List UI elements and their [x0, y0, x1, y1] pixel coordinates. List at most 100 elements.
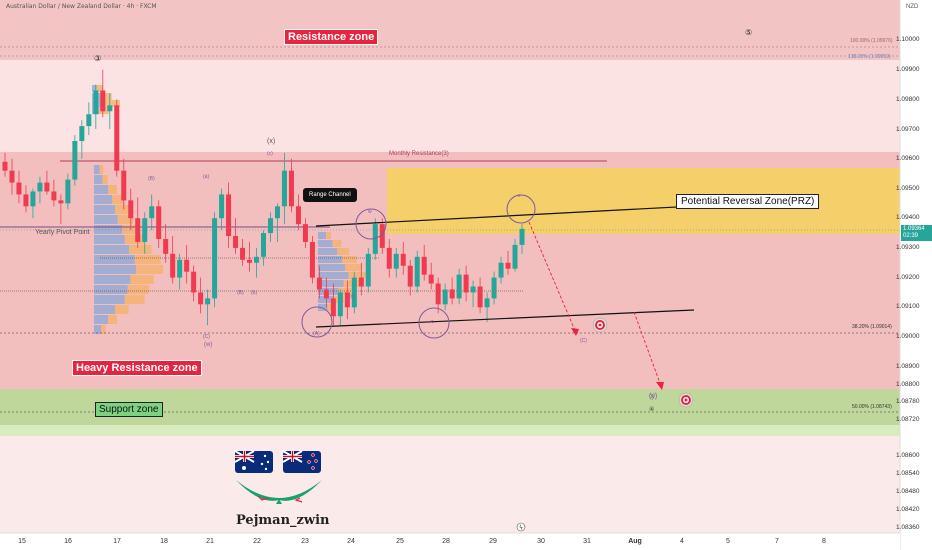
support-zone-lower-band: [0, 425, 900, 436]
candle-body[interactable]: [86, 114, 92, 127]
candle-body[interactable]: [177, 259, 183, 278]
candle-body[interactable]: [428, 274, 434, 284]
candle-body[interactable]: [135, 218, 141, 242]
candle-body[interactable]: [72, 140, 78, 180]
candle-body[interactable]: [149, 206, 155, 219]
candle-body[interactable]: [58, 200, 64, 204]
candle-body[interactable]: [107, 105, 113, 112]
current-price-tag[interactable]: 1.09364 02:39: [901, 225, 932, 241]
candle-body[interactable]: [100, 90, 106, 112]
candle-body[interactable]: [281, 170, 287, 207]
candle-body[interactable]: [400, 253, 406, 266]
time-axis-background[interactable]: [0, 533, 900, 550]
candle-body[interactable]: [365, 253, 371, 287]
candle-body[interactable]: [498, 262, 504, 278]
y-tick-label: 1.09900: [896, 66, 920, 73]
candle-body[interactable]: [491, 277, 497, 299]
candle-body[interactable]: [9, 170, 15, 183]
candle-body[interactable]: [449, 289, 455, 299]
candle-body[interactable]: [407, 265, 413, 287]
candle-body[interactable]: [205, 298, 211, 305]
candle-body[interactable]: [456, 274, 462, 299]
candle-body[interactable]: [351, 277, 357, 308]
candle-body[interactable]: [435, 283, 441, 305]
candle-body[interactable]: [414, 256, 420, 287]
candle-body[interactable]: [261, 233, 266, 257]
candle-body[interactable]: [512, 244, 518, 269]
candle-body[interactable]: [519, 228, 525, 245]
candle-body[interactable]: [142, 218, 148, 242]
candle-body[interactable]: [114, 105, 120, 171]
candle-body[interactable]: [316, 277, 322, 290]
y-tick-label: 1.09200: [896, 274, 920, 281]
candle-body[interactable]: [477, 286, 483, 308]
candle-body[interactable]: [240, 247, 246, 260]
candle-body[interactable]: [212, 218, 218, 299]
candle-body[interactable]: [233, 236, 239, 248]
candle-body[interactable]: [421, 256, 427, 275]
price-axis-background[interactable]: [900, 0, 932, 550]
candle-body[interactable]: [191, 271, 197, 293]
candle-body[interactable]: [93, 90, 99, 115]
candle-body[interactable]: [44, 182, 50, 192]
candle-body[interactable]: [386, 247, 392, 269]
candle-body[interactable]: [344, 292, 350, 308]
candle-body[interactable]: [23, 194, 29, 207]
candle-body[interactable]: [254, 256, 260, 263]
wave-label: (A): [313, 331, 320, 337]
wave-label: (B): [148, 176, 155, 182]
yearly-pivot-label: Yearly Pivot Point: [35, 229, 90, 236]
candle-body[interactable]: [198, 292, 204, 305]
candle-body[interactable]: [184, 259, 190, 272]
candle-body[interactable]: [463, 274, 469, 293]
candle-body[interactable]: [442, 289, 448, 305]
candle-body[interactable]: [65, 179, 71, 204]
candle-body[interactable]: [2, 161, 8, 171]
lightning-icon[interactable]: [516, 522, 526, 532]
candle-body[interactable]: [247, 259, 253, 263]
candle-body[interactable]: [295, 206, 301, 225]
candle-body[interactable]: [470, 286, 476, 293]
candle-body[interactable]: [128, 200, 134, 219]
volume-profile-bar: [104, 100, 120, 107]
candle-body[interactable]: [372, 224, 378, 254]
volume-profile-bar: [92, 85, 97, 92]
candle-body[interactable]: [16, 182, 22, 195]
candle-body[interactable]: [302, 224, 308, 242]
volume-profile-bar: [94, 275, 131, 284]
candle-body[interactable]: [379, 224, 385, 248]
wave-label: (c): [267, 151, 273, 157]
candle-body[interactable]: [219, 194, 225, 219]
candle-body[interactable]: [337, 292, 343, 317]
candle-body[interactable]: [51, 191, 57, 201]
candle-body[interactable]: [330, 298, 336, 317]
y-tick-label: 1.08480: [896, 488, 920, 495]
volume-profile-bar: [318, 256, 342, 263]
volume-profile-bar: [94, 315, 108, 324]
volume-profile-bar: [130, 275, 154, 284]
candle-body[interactable]: [37, 182, 43, 192]
candle-body[interactable]: [163, 238, 169, 254]
candle-body[interactable]: [323, 289, 329, 299]
candle-body[interactable]: [170, 253, 176, 278]
candle-body[interactable]: [358, 277, 364, 287]
candle-body[interactable]: [393, 253, 399, 269]
candle-body[interactable]: [121, 170, 127, 201]
x-tick-label: 8: [822, 538, 826, 545]
volume-profile-bar: [332, 240, 342, 247]
candle-body[interactable]: [309, 241, 315, 278]
candle-body[interactable]: [505, 262, 511, 269]
candle-body[interactable]: [484, 298, 490, 308]
candle-body[interactable]: [274, 206, 280, 219]
candle-body[interactable]: [79, 126, 85, 141]
candle-body[interactable]: [30, 191, 36, 207]
volume-profile-bar: [318, 304, 328, 311]
wave-label: x: [518, 193, 521, 199]
candle-body[interactable]: [267, 218, 273, 234]
candle-body[interactable]: [156, 206, 162, 239]
volume-profile-bar: [318, 264, 346, 271]
candle-body[interactable]: [226, 194, 232, 237]
candle-body[interactable]: [288, 170, 294, 207]
